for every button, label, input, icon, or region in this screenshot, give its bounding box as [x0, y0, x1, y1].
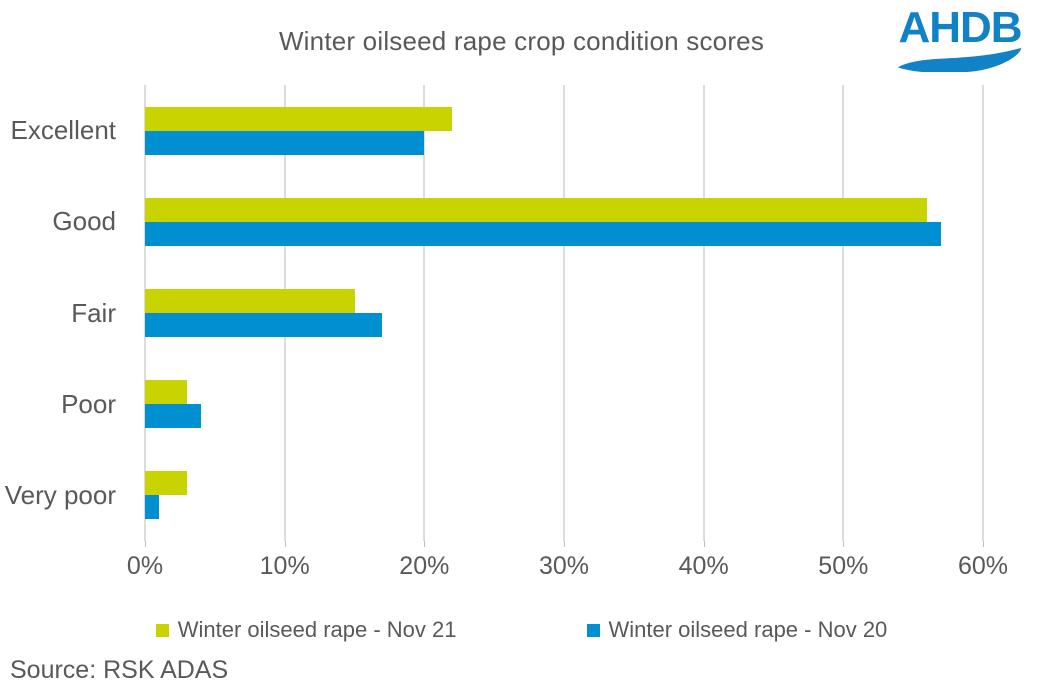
legend: Winter oilseed rape - Nov 21 Winter oilse… [0, 617, 1043, 643]
ahdb-logo-text: AHDB [898, 3, 1022, 52]
x-tick-label: 40% [678, 552, 729, 580]
category-label: Fair [71, 297, 116, 328]
gridline [842, 85, 845, 541]
bar-series-2 [145, 221, 942, 246]
chart-title: Winter oilseed rape crop condition score… [278, 26, 765, 56]
bar-group [145, 197, 983, 246]
gridline [563, 85, 565, 541]
x-axis-labels: 0% 10% 20% 30% 40% 50% 60% [127, 552, 1008, 582]
x-tick-mark [424, 541, 426, 547]
bar-series-1 [145, 380, 187, 405]
x-axis-ticks [145, 541, 984, 547]
x-tick-label: 30% [538, 552, 590, 580]
category-row [145, 267, 983, 358]
category-row [145, 450, 983, 541]
category-label: Poor [61, 388, 116, 419]
x-tick-mark [145, 541, 146, 547]
bar-series-2 [145, 313, 383, 337]
bars-layer [145, 85, 983, 541]
bar-series-2 [145, 130, 425, 155]
category-label: Excellent [10, 115, 117, 146]
category-label: Very poor [4, 479, 116, 510]
x-tick-mark [284, 541, 286, 547]
legend-label: Winter oilseed rape - Nov 20 [608, 617, 888, 642]
bar-series-1 [145, 289, 355, 313]
bar-series-1 [145, 197, 928, 222]
gridline [423, 85, 426, 541]
x-tick-label: 20% [399, 552, 450, 580]
legend-item: Winter oilseed rape - Nov 20 [586, 617, 888, 643]
x-tick-label: 50% [818, 552, 869, 580]
x-tick-label: 60% [957, 552, 1009, 580]
bar-group [145, 380, 983, 429]
bar-series-2 [145, 495, 159, 520]
category-row [145, 176, 983, 267]
x-tick-mark [703, 541, 705, 547]
bar-group [145, 471, 983, 520]
bar-group [145, 289, 983, 337]
gridline [702, 85, 705, 541]
bar-series-2 [145, 404, 201, 429]
gridline [982, 85, 984, 541]
x-tick-label: 0% [126, 552, 164, 580]
source-note: Source: RSK ADAS [10, 656, 229, 684]
category-label: Good [52, 206, 116, 237]
legend-label: Winter oilseed rape - Nov 21 [177, 617, 457, 642]
bar-series-1 [145, 471, 187, 496]
plot-area [144, 85, 984, 541]
x-tick-mark [564, 541, 565, 547]
y-axis-category-labels: Excellent Good Fair Poor Very poor [0, 85, 131, 541]
bar-series-1 [145, 106, 453, 131]
legend-item: Winter oilseed rape - Nov 21 [155, 617, 457, 643]
ahdb-wave-icon [897, 47, 1022, 72]
category-row [145, 85, 983, 176]
legend-swatch-icon [155, 623, 169, 637]
x-tick-label: 10% [259, 552, 310, 580]
category-row [145, 359, 983, 450]
bar-group [145, 106, 983, 155]
x-tick-mark [983, 541, 984, 547]
ahdb-logo: AHDB [893, 6, 1027, 72]
x-tick-mark [843, 541, 845, 547]
legend-swatch-icon [586, 623, 600, 637]
